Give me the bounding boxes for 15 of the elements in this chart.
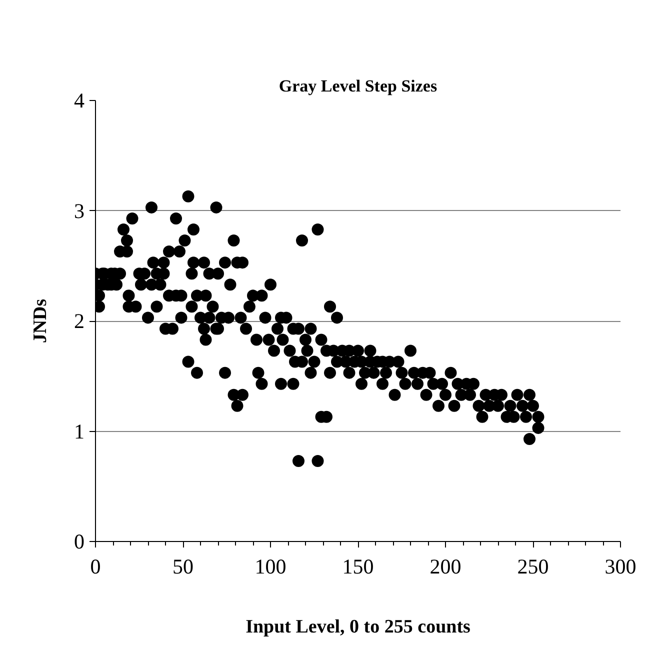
x-tick-label: 100 <box>254 554 286 578</box>
x-tick-label: 50 <box>172 554 194 578</box>
y-tick-label: 3 <box>74 198 84 223</box>
x-tick-label: 300 <box>604 554 636 578</box>
y-tick-label: 4 <box>74 88 85 112</box>
y-tick-label: 2 <box>74 309 84 333</box>
x-tick-label: 250 <box>517 554 549 578</box>
y-axis-title: JNDs <box>30 298 51 344</box>
chart-title: Gray Level Step Sizes <box>278 76 438 96</box>
x-tick-label: 150 <box>342 554 374 578</box>
x-tick-label: 0 <box>90 554 101 578</box>
y-tick-label: 0 <box>74 530 84 554</box>
x-axis-title: Input Level, 0 to 255 counts <box>246 616 470 638</box>
x-tick-label: 200 <box>430 554 462 578</box>
y-tick-label: 1 <box>74 419 84 444</box>
